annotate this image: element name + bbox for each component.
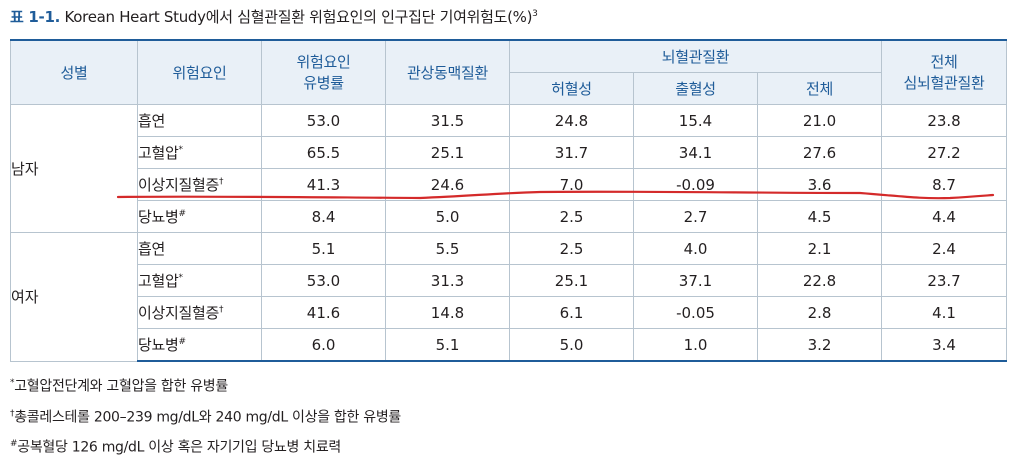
value-cell: 5.1 xyxy=(385,328,510,362)
value-cell: 21.0 xyxy=(756,104,883,137)
value-cell: 31.5 xyxy=(385,104,510,137)
value-cell: 41.6 xyxy=(261,296,386,329)
header-prevalence: 위험요인 유병률 xyxy=(261,39,386,105)
header-row-2: 허혈성 출혈성 전체 xyxy=(11,72,1007,105)
value-cell: 6.1 xyxy=(509,296,634,329)
caption-ref: 3 xyxy=(532,9,538,19)
value-cell: 31.3 xyxy=(385,264,510,297)
header-sex: 성별 xyxy=(10,39,138,105)
value-cell: 2.4 xyxy=(881,232,1008,265)
header-row-1: 성별 위험요인 위험요인 유병률 관상동맥질환 뇌혈관질환 전체 심뇌혈관질환 xyxy=(10,39,1008,105)
value-cell: 23.8 xyxy=(881,104,1008,137)
footnotes: *고혈압전단계와 고혈압을 합한 유병률 †총콜레스테롤 200–239 mg/… xyxy=(10,370,401,462)
factor-cell: 고혈압* xyxy=(137,136,262,169)
value-cell: 1.0 xyxy=(633,328,758,362)
value-cell: 24.8 xyxy=(509,104,634,137)
table-row: 남자 흡연 53.0 31.5 24.8 15.4 21.0 23.8 xyxy=(10,104,1008,233)
value-cell: -0.05 xyxy=(633,296,758,329)
value-cell: 65.5 xyxy=(261,136,386,169)
value-cell: 41.3 xyxy=(261,168,386,201)
factor-cell: 이상지질혈증† xyxy=(137,296,262,329)
table-caption: 표 1-1. Korean Heart Study에서 심혈관질환 위험요인의 … xyxy=(10,6,538,27)
header-hemorrhagic: 출혈성 xyxy=(633,72,758,105)
footnote: †총콜레스테롤 200–239 mg/dL와 240 mg/dL 이상을 합한 … xyxy=(10,408,401,426)
table-row: 고혈압* 65.5 25.1 31.7 34.1 27.6 27.2 xyxy=(11,136,1008,169)
value-cell: 5.0 xyxy=(509,328,634,362)
value-cell: 25.1 xyxy=(509,264,634,297)
value-cell: 2.7 xyxy=(633,200,758,233)
table-row: 당뇨병# 6.0 5.1 5.0 1.0 3.2 3.4 xyxy=(11,328,1008,362)
value-cell: 53.0 xyxy=(261,104,386,137)
value-cell: 34.1 xyxy=(633,136,758,169)
value-cell: 22.8 xyxy=(756,264,883,297)
value-cell: 3.4 xyxy=(881,328,1008,362)
value-cell: 8.4 xyxy=(261,200,386,233)
sex-cell-male: 남자 xyxy=(10,104,138,233)
table-row: 이상지질혈증† 41.3 24.6 7.0 -0.09 3.6 8.7 xyxy=(11,168,1008,201)
value-cell: 3.2 xyxy=(756,328,883,362)
value-cell: 23.7 xyxy=(881,264,1008,297)
table-row: 여자 흡연 5.1 5.5 2.5 4.0 2.1 2.4 xyxy=(10,232,1008,362)
value-cell: 25.1 xyxy=(385,136,510,169)
header-chd: 관상동맥질환 xyxy=(385,39,510,105)
value-cell: 5.5 xyxy=(385,232,510,265)
footnote: #공복혈당 126 mg/dL 이상 혹은 자기기입 당뇨병 치료력 xyxy=(10,439,341,456)
footnote: *고혈압전단계와 고혈압을 합한 유병률 xyxy=(10,378,228,395)
value-cell: 2.8 xyxy=(756,296,883,329)
value-cell: 2.5 xyxy=(509,200,634,233)
header-cvd-total: 전체 심뇌혈관질환 xyxy=(881,39,1008,105)
value-cell: 6.0 xyxy=(261,328,386,362)
factor-cell: 이상지질혈증† xyxy=(137,168,262,201)
caption-label: 표 1-1. xyxy=(10,8,61,26)
value-cell: 4.1 xyxy=(881,296,1008,329)
value-cell: 8.7 xyxy=(881,168,1008,201)
value-cell: 3.6 xyxy=(756,168,883,201)
header-cvd-line1: 전체 xyxy=(930,52,958,71)
header-stroke-group: 뇌혈관질환 xyxy=(508,39,883,73)
value-cell: 15.4 xyxy=(633,104,758,137)
factor-cell: 흡연 xyxy=(137,104,262,137)
value-cell: 4.5 xyxy=(756,200,883,233)
factor-cell: 당뇨병# xyxy=(137,328,262,362)
value-cell: 31.7 xyxy=(509,136,634,169)
header-cvd-line2: 심뇌혈관질환 xyxy=(903,73,985,92)
value-cell: 5.0 xyxy=(385,200,510,233)
value-cell: 27.6 xyxy=(756,136,883,169)
table-row: 고혈압* 53.0 31.3 25.1 37.1 22.8 23.7 xyxy=(11,264,1008,297)
value-cell: 24.6 xyxy=(385,168,510,201)
value-cell: 2.5 xyxy=(509,232,634,265)
value-cell: 7.0 xyxy=(509,168,634,201)
table-row: 이상지질혈증† 41.6 14.8 6.1 -0.05 2.8 4.1 xyxy=(11,296,1008,329)
value-cell: 4.0 xyxy=(633,232,758,265)
value-cell: 4.4 xyxy=(881,200,1008,233)
factor-cell: 흡연 xyxy=(137,232,262,265)
value-cell: 5.1 xyxy=(261,232,386,265)
sex-cell-female: 여자 xyxy=(10,232,138,362)
value-cell: -0.09 xyxy=(633,168,758,201)
header-stroke-total: 전체 xyxy=(756,72,883,105)
value-cell: 37.1 xyxy=(633,264,758,297)
risk-factor-table: 성별 위험요인 위험요인 유병률 관상동맥질환 뇌혈관질환 전체 심뇌혈관질환 … xyxy=(10,39,1008,362)
value-cell: 53.0 xyxy=(261,264,386,297)
value-cell: 14.8 xyxy=(385,296,510,329)
value-cell: 27.2 xyxy=(881,136,1008,169)
factor-cell: 당뇨병# xyxy=(137,200,262,233)
caption-text: Korean Heart Study에서 심혈관질환 위험요인의 인구집단 기여… xyxy=(64,8,533,26)
header-ischemic: 허혈성 xyxy=(509,72,634,105)
header-prevalence-line1: 위험요인 xyxy=(296,52,351,71)
value-cell: 2.1 xyxy=(756,232,883,265)
header-prevalence-line2: 유병률 xyxy=(303,73,344,92)
header-factor: 위험요인 xyxy=(137,39,262,105)
factor-cell: 고혈압* xyxy=(137,264,262,297)
table-row: 당뇨병# 8.4 5.0 2.5 2.7 4.5 4.4 xyxy=(11,200,1008,233)
